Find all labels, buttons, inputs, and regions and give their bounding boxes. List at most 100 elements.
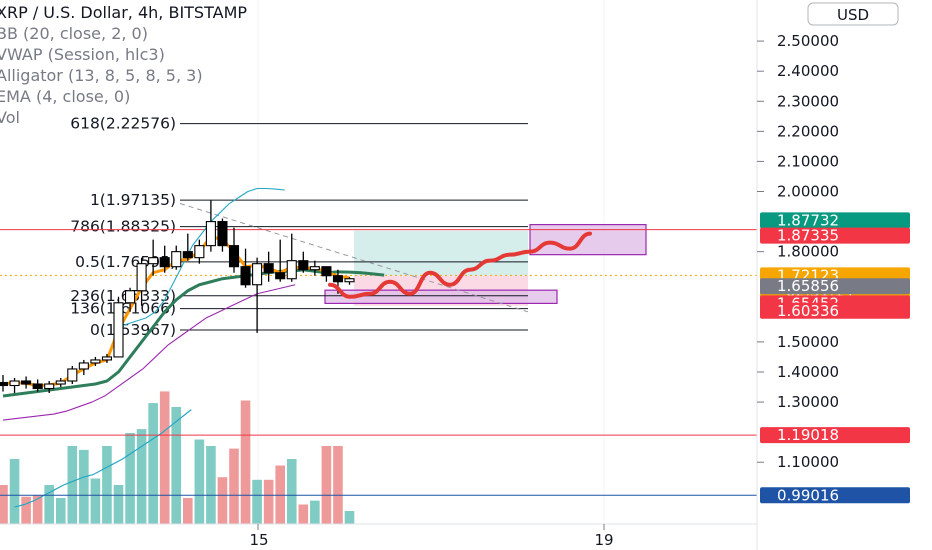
price-tick-label: 2.30000 [777, 92, 839, 110]
candle-body [125, 290, 136, 304]
volume-bar [0, 485, 8, 524]
candlesticks [0, 200, 355, 394]
candle-body [21, 380, 32, 385]
candle-body [159, 257, 170, 268]
candle-body [113, 302, 124, 358]
volume-bar [32, 495, 43, 524]
volume-bar [90, 478, 101, 524]
candle-body [101, 356, 112, 361]
candle-body [44, 383, 55, 390]
time-label-19: 19 [594, 531, 613, 549]
volume-bar [44, 485, 54, 524]
candle-body [344, 278, 355, 283]
volume-bar [298, 504, 309, 524]
candle-body [228, 245, 240, 268]
bb-upper-line [118, 187, 285, 328]
alligator-line [2, 268, 385, 398]
candle-body [171, 251, 182, 268]
price-tick-label: 1.50000 [777, 333, 839, 351]
volume-bar [159, 391, 170, 524]
price-badge: 0.99016 [760, 486, 910, 504]
candle-body [205, 221, 216, 247]
price-badge: 1.19018 [760, 426, 910, 444]
price-badge: 1.65856 [760, 277, 910, 295]
volume-bar [113, 485, 124, 524]
candle-body [332, 275, 344, 283]
candle-body [55, 380, 66, 385]
time-axis[interactable]: 15 19 [0, 523, 757, 549]
candle-body [9, 380, 20, 387]
volume-bar [9, 459, 20, 524]
candle-body [136, 263, 147, 292]
volume-bar [263, 479, 274, 524]
legend: XRP / U.S. Dollar, 4h, BITSTAMP BB (20, … [0, 3, 247, 127]
price-badge: 1.60336 [760, 302, 910, 320]
price-badge: 1.87335 [760, 227, 910, 245]
price-badge-bg [760, 227, 910, 244]
price-badge-bg [760, 487, 910, 504]
horizontal-lines [0, 229, 757, 496]
volume-bar [183, 498, 193, 524]
entry-box [324, 289, 558, 304]
candle-body [182, 251, 193, 259]
volume-bar [344, 511, 355, 524]
fibonacci-levels: 618(2.22576)1(1.97135)786(1.88325)0.5(1.… [70, 115, 529, 339]
time-label-15: 15 [249, 531, 268, 549]
currency-label: USD [837, 6, 869, 24]
candle-body [217, 221, 228, 247]
price-tick-label: 1.80000 [777, 243, 839, 261]
indicator-vol[interactable]: Vol [0, 108, 20, 127]
volume-bar [229, 448, 239, 524]
indicator-alligator[interactable]: Alligator (13, 8, 5, 8, 5, 3) [0, 66, 203, 85]
price-badge-bg [760, 278, 910, 295]
volume-bars [0, 391, 355, 524]
trend-line [179, 203, 529, 313]
price-badge-label: 0.99016 [777, 486, 839, 504]
price-tick-label: 2.20000 [777, 122, 839, 140]
price-badge-label: 1.87335 [777, 227, 839, 245]
price-badge-bg [760, 427, 910, 444]
fib-label: 786(1.88325) [70, 218, 176, 236]
candle-body [0, 381, 9, 387]
candle-body [286, 260, 297, 280]
currency-button[interactable]: USD [807, 2, 899, 26]
forecast-line [328, 231, 592, 299]
volume-bar [171, 407, 182, 524]
volume-bar [333, 446, 343, 524]
candle-body [275, 272, 286, 280]
price-tick-labels: 2.50000 2.40000 2.30000 2.20000 2.10000 2.000… [757, 32, 839, 471]
volume-bar [206, 446, 216, 524]
volume-bar [321, 446, 332, 524]
volume-bar [286, 459, 297, 524]
price-badges: 1.877321.873351.7212302:51:141.658561.65… [760, 211, 910, 504]
forecast-path [328, 231, 592, 299]
candle-body [32, 383, 43, 390]
price-badge-label: 1.60336 [777, 302, 839, 320]
target-zone [354, 230, 528, 276]
price-badge-label: 1.65856 [777, 277, 839, 295]
volume-bar [194, 439, 205, 524]
candle-body [240, 266, 251, 286]
volume-bar [125, 433, 135, 524]
symbol-title[interactable]: XRP / U.S. Dollar, 4h, BITSTAMP [0, 3, 247, 22]
volume-bar [136, 429, 147, 524]
price-badge: 1.87732 [760, 211, 910, 229]
price-tick-label: 2.40000 [777, 62, 839, 80]
price-badge-label: 1.19018 [777, 426, 839, 444]
price-axis[interactable]: 2.50000 2.40000 2.30000 2.20000 2.10000 2.000… [756, 0, 910, 550]
candle-body [148, 257, 159, 265]
volume-bar [310, 500, 320, 524]
fib-label: 618(2.22576) [70, 115, 176, 133]
candle-body [67, 368, 78, 382]
price-tick-label: 2.50000 [777, 32, 839, 50]
fib-label: 1(1.97135) [90, 191, 176, 209]
indicator-bb[interactable]: BB (20, close, 2, 0) [0, 24, 148, 43]
price-tick-label: 2.00000 [777, 183, 839, 201]
indicator-ema[interactable]: EMA (4, close, 0) [0, 87, 130, 106]
indicator-vwap[interactable]: VWAP (Session, hlc3) [0, 45, 165, 64]
price-tick-label: 1.30000 [777, 393, 839, 411]
vwap-line [2, 284, 296, 421]
volume-bar [148, 403, 158, 524]
volume-bar [67, 446, 78, 524]
